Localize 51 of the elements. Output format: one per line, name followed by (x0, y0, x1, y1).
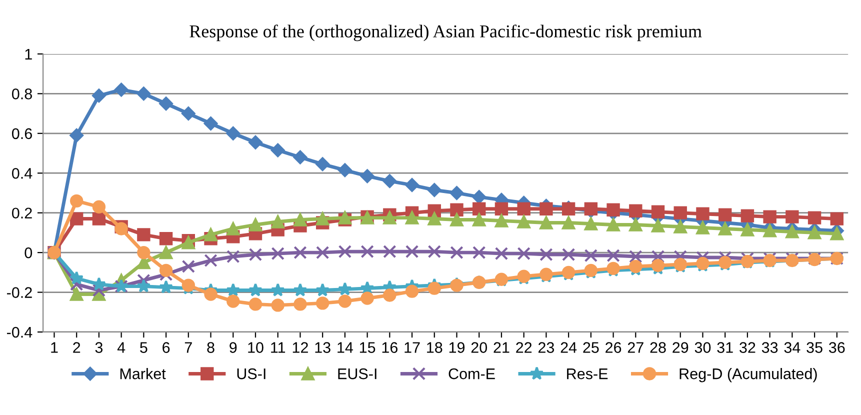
x-tick-label: 34 (784, 342, 800, 353)
x-tick-label: 5 (140, 342, 148, 353)
x-tick-label: 6 (162, 342, 170, 353)
y-tick-label: 0.8 (12, 88, 32, 100)
x-tick-label: 14 (338, 342, 353, 353)
x-tick-label: 36 (828, 342, 845, 353)
x-tick-label: 35 (806, 342, 822, 353)
y-tick-label: 0.6 (12, 128, 32, 140)
legend-label: Com-E (448, 368, 495, 380)
legend-label: EUS-I (338, 368, 376, 380)
x-tick-label: 25 (583, 342, 599, 353)
x-tick-label: 12 (292, 342, 308, 353)
x-tick-label: 30 (694, 342, 711, 353)
y-tick-label: -0.4 (6, 326, 32, 338)
x-tick-label: 3 (95, 342, 103, 353)
x-tick-label: 31 (717, 342, 733, 353)
x-tick-label: 19 (449, 342, 465, 353)
x-tick-label: 7 (184, 342, 192, 353)
legend-label: US-I (237, 368, 266, 380)
legend-label: Reg-D (Acumulated) (680, 368, 817, 382)
chart-title: Response of the (orthogonalized) Asian Pacific-domestic risk premium (190, 24, 702, 42)
x-tick-label: 4 (117, 342, 126, 353)
y-tick-label: -0.2 (6, 287, 32, 298)
x-tick-label: 15 (360, 342, 376, 353)
y-tick-label: 0.4 (12, 168, 32, 179)
x-tick-label: 24 (560, 342, 577, 353)
legend-label: Res-E (567, 368, 608, 380)
x-tick-label: 11 (271, 342, 286, 353)
x-tick-label: 33 (762, 342, 778, 353)
x-tick-label: 28 (650, 342, 666, 353)
x-tick-label: 22 (516, 342, 532, 353)
legend-label: Market (120, 368, 166, 380)
x-tick-label: 23 (538, 342, 554, 353)
x-tick-label: 17 (404, 342, 420, 353)
y-tick-label: 0.2 (12, 208, 32, 219)
x-tick-label: 32 (740, 342, 756, 353)
x-tick-label: 13 (315, 342, 330, 353)
x-tick-label: 26 (606, 342, 622, 353)
x-tick-label: 1 (51, 342, 58, 353)
x-tick-label: 8 (207, 342, 214, 353)
x-tick-label: 18 (427, 342, 442, 353)
x-tick-label: 29 (672, 342, 688, 353)
x-tick-label: 2 (73, 342, 80, 353)
x-tick-label: 10 (248, 342, 264, 353)
y-tick-label: 1 (25, 48, 32, 60)
x-tick-label: 9 (230, 342, 237, 353)
x-tick-label: 16 (382, 342, 398, 353)
x-tick-label: 20 (471, 342, 488, 353)
x-tick-label: 21 (494, 342, 510, 353)
y-tick-label: 0 (24, 247, 32, 258)
x-tick-label: 27 (628, 342, 644, 353)
